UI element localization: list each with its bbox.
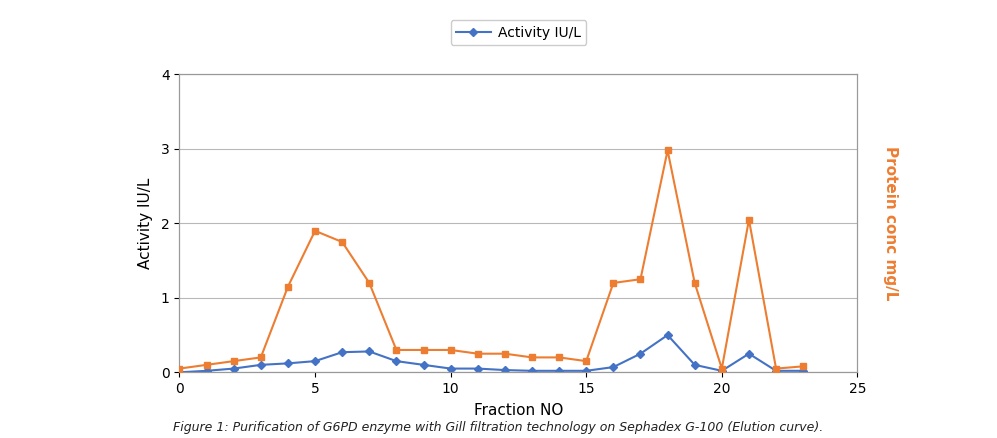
Activity IU/L: [662, 332, 674, 338]
Activity IU/L: [336, 350, 348, 355]
Y-axis label: Activity IU/L: Activity IU/L: [138, 178, 153, 269]
Text: Figure 1: Purification of G6PD enzyme with Gill filtration technology on Sephade: Figure 1: Purification of G6PD enzyme wi…: [173, 420, 824, 434]
Activity IU/L: [526, 368, 538, 374]
Protein conc mg/L: [634, 277, 646, 282]
Protein conc mg/L: [363, 280, 375, 286]
Activity IU/L: [798, 368, 810, 374]
Protein conc mg/L: [770, 366, 782, 371]
Activity IU/L: [418, 362, 430, 367]
Activity IU/L: [391, 358, 403, 364]
Protein conc mg/L: [607, 280, 619, 286]
Protein conc mg/L: [200, 362, 212, 367]
Protein conc mg/L: [553, 355, 565, 360]
Activity IU/L: [227, 366, 239, 371]
Y-axis label: Protein conc mg/L: Protein conc mg/L: [883, 146, 898, 300]
Protein conc mg/L: [662, 148, 674, 153]
Protein conc mg/L: [255, 355, 267, 360]
Protein conc mg/L: [526, 355, 538, 360]
Activity IU/L: [689, 362, 701, 367]
Activity IU/L: [445, 366, 457, 371]
X-axis label: Fraction NO: Fraction NO: [474, 403, 563, 418]
Activity IU/L: [309, 358, 321, 364]
Activity IU/L: [363, 349, 375, 354]
Line: Protein conc mg/L: Protein conc mg/L: [176, 147, 807, 372]
Protein conc mg/L: [227, 358, 239, 364]
Protein conc mg/L: [472, 351, 484, 357]
Activity IU/L: [743, 351, 755, 357]
Protein conc mg/L: [391, 347, 403, 353]
Protein conc mg/L: [173, 366, 185, 371]
Protein conc mg/L: [716, 366, 728, 371]
Protein conc mg/L: [689, 280, 701, 286]
Protein conc mg/L: [418, 347, 430, 353]
Protein conc mg/L: [798, 364, 810, 369]
Protein conc mg/L: [580, 358, 592, 364]
Protein conc mg/L: [336, 239, 348, 244]
Activity IU/L: [173, 370, 185, 375]
Activity IU/L: [472, 366, 484, 371]
Protein conc mg/L: [309, 228, 321, 233]
Activity IU/L: [553, 368, 565, 374]
Activity IU/L: [580, 368, 592, 374]
Activity IU/L: [716, 368, 728, 374]
Protein conc mg/L: [445, 347, 457, 353]
Activity IU/L: [607, 364, 619, 370]
Activity IU/L: [634, 351, 646, 357]
Legend: Activity IU/L: Activity IU/L: [451, 20, 586, 45]
Activity IU/L: [255, 362, 267, 367]
Protein conc mg/L: [498, 351, 510, 357]
Protein conc mg/L: [743, 217, 755, 223]
Activity IU/L: [200, 368, 212, 374]
Line: Activity IU/L: Activity IU/L: [176, 332, 806, 375]
Protein conc mg/L: [282, 284, 294, 290]
Activity IU/L: [282, 361, 294, 366]
Activity IU/L: [498, 367, 510, 373]
Activity IU/L: [770, 368, 782, 374]
